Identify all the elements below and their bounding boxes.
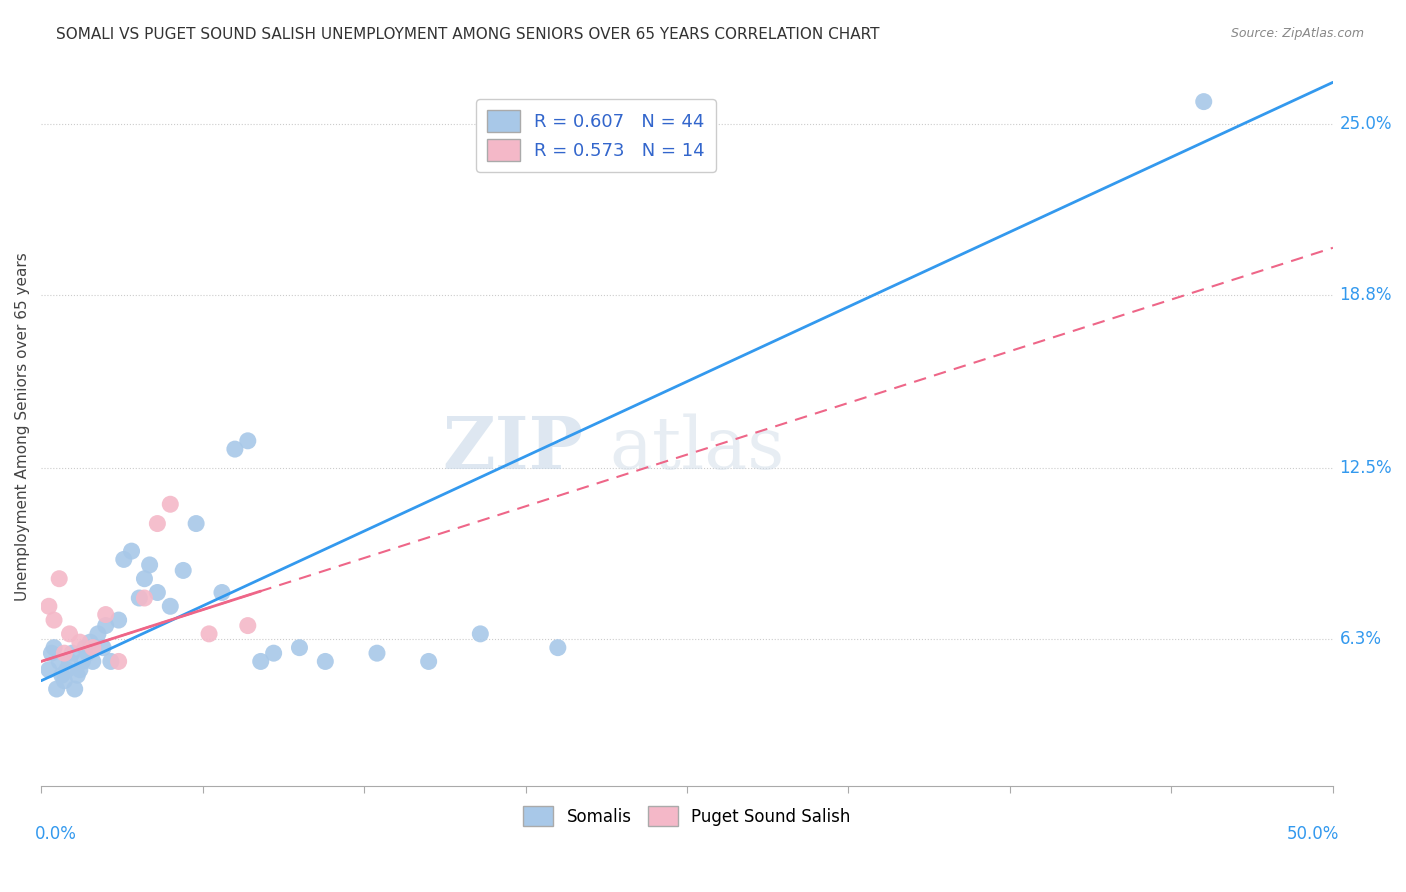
Point [288, 640, 311, 655]
Point [38, 599, 60, 614]
Point [314, 655, 336, 669]
Point [51, 668, 73, 682]
Point [134, 591, 156, 605]
Point [94, 618, 117, 632]
Point [41, 646, 63, 660]
Point [1192, 95, 1215, 109]
Legend: Somalis, Puget Sound Salish: Somalis, Puget Sound Salish [515, 797, 859, 835]
Point [128, 591, 150, 605]
Point [79, 635, 101, 649]
Text: 6.3%: 6.3% [1340, 631, 1381, 648]
Point [100, 655, 122, 669]
Point [112, 552, 135, 566]
Point [236, 434, 259, 448]
Y-axis label: Unemployment Among Seniors over 65 years: Unemployment Among Seniors over 65 years [15, 252, 30, 601]
Point [72, 655, 94, 669]
Point [48, 572, 70, 586]
Point [138, 558, 160, 572]
Point [66, 668, 89, 682]
Text: 12.5%: 12.5% [1340, 459, 1392, 477]
Point [107, 655, 129, 669]
Point [159, 599, 181, 614]
Point [42, 613, 65, 627]
Point [121, 544, 143, 558]
Point [146, 516, 169, 531]
Point [184, 516, 207, 531]
Point [38, 663, 60, 677]
Text: Source: ZipAtlas.com: Source: ZipAtlas.com [1230, 27, 1364, 40]
Point [58, 627, 80, 641]
Point [159, 497, 181, 511]
Point [53, 673, 76, 688]
Point [58, 655, 80, 669]
Point [69, 635, 91, 649]
Text: 25.0%: 25.0% [1340, 115, 1392, 133]
Point [146, 585, 169, 599]
Point [198, 627, 221, 641]
Point [53, 646, 76, 660]
Point [236, 618, 259, 632]
Text: ZIP: ZIP [443, 413, 583, 484]
Point [63, 681, 86, 696]
Text: 50.0%: 50.0% [1286, 825, 1340, 843]
Point [48, 655, 70, 669]
Text: 0.0%: 0.0% [35, 825, 76, 843]
Point [45, 681, 67, 696]
Point [134, 572, 156, 586]
Point [418, 655, 440, 669]
Point [94, 607, 117, 622]
Point [224, 442, 246, 456]
Point [107, 613, 129, 627]
Point [69, 663, 91, 677]
Point [42, 640, 65, 655]
Point [263, 646, 285, 660]
Point [60, 646, 83, 660]
Text: SOMALI VS PUGET SOUND SALISH UNEMPLOYMENT AMONG SENIORS OVER 65 YEARS CORRELATIO: SOMALI VS PUGET SOUND SALISH UNEMPLOYMEN… [56, 27, 880, 42]
Point [56, 663, 79, 677]
Point [82, 655, 104, 669]
Point [87, 627, 110, 641]
Point [91, 640, 114, 655]
Text: 18.8%: 18.8% [1340, 285, 1392, 303]
Point [249, 655, 271, 669]
Point [82, 640, 104, 655]
Point [73, 640, 96, 655]
Point [470, 627, 492, 641]
Point [211, 585, 233, 599]
Point [547, 640, 569, 655]
Point [76, 646, 98, 660]
Text: atlas: atlas [610, 413, 785, 483]
Point [172, 564, 194, 578]
Point [366, 646, 388, 660]
